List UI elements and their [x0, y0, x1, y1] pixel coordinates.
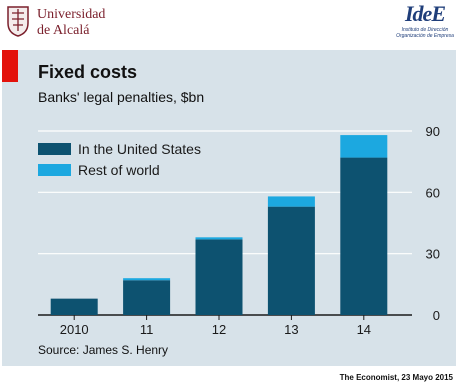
x-tick-label-12: 12	[212, 322, 226, 337]
bar-2010-series-0	[50, 298, 98, 315]
bar-13-series-0	[267, 206, 315, 315]
university-name: Universidad de Alcalá	[37, 7, 106, 38]
y-tick-label-60: 60	[426, 185, 440, 200]
institute-logo: IdeE Instituto de Dirección Organización…	[395, 1, 455, 43]
x-tick-label-2010: 2010	[60, 322, 89, 337]
bar-14-series-0	[340, 157, 388, 315]
legend-label-1: Rest of world	[78, 162, 160, 178]
bar-12-series-1	[195, 237, 243, 240]
chart-source: Source: James S. Henry	[38, 343, 169, 357]
economist-red-tag	[2, 50, 18, 82]
x-tick-label-13: 13	[284, 322, 298, 337]
y-tick-label-90: 90	[426, 124, 440, 139]
bar-11-series-1	[123, 278, 171, 281]
legend-swatch-0	[38, 143, 71, 155]
university-crest-icon	[7, 6, 29, 37]
institute-logo-mark: IdeE	[405, 1, 446, 26]
institute-name: Instituto de Dirección Organización de E…	[396, 27, 454, 39]
bar-14-series-1	[340, 135, 388, 158]
legend-label-0: In the United States	[78, 141, 201, 157]
x-tick-label-11: 11	[140, 322, 154, 337]
chart-subtitle: Banks' legal penalties, $bn	[38, 89, 205, 105]
university-logo: Universidad de Alcalá	[6, 5, 186, 41]
bar-12-series-0	[195, 239, 243, 315]
slide-header: Universidad de Alcalá IdeE Instituto de …	[0, 0, 461, 46]
bar-11-series-0	[123, 280, 171, 315]
legend-swatch-1	[38, 164, 71, 176]
bar-13-series-1	[267, 196, 315, 207]
x-tick-label-14: 14	[357, 322, 371, 337]
footer-credit: The Economist, 23 Mayo 2015	[339, 373, 453, 382]
chart-title: Fixed costs	[38, 62, 138, 82]
y-tick-label-30: 30	[426, 247, 440, 262]
y-tick-label-0: 0	[433, 308, 440, 323]
